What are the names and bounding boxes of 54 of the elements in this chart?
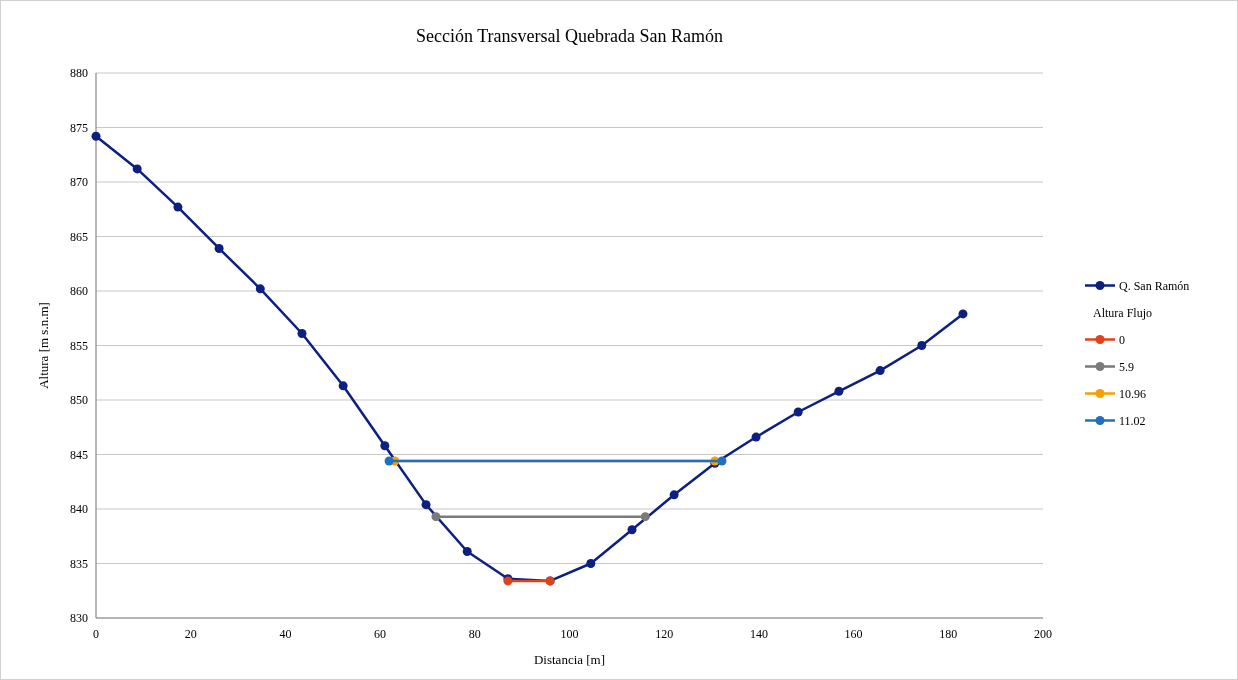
point	[627, 525, 637, 535]
y-tick-label: 845	[70, 447, 88, 462]
point	[384, 456, 394, 466]
point	[431, 512, 441, 522]
y-tick-label: 850	[70, 393, 88, 408]
x-tick-label: 200	[1034, 627, 1052, 641]
point	[338, 381, 348, 391]
point	[958, 309, 968, 319]
y-tick-label: 870	[70, 175, 88, 190]
point	[462, 547, 472, 557]
x-tick-label: 180	[939, 627, 958, 641]
point	[586, 559, 596, 568]
legend-label: Q. San Ramón	[1119, 278, 1190, 293]
y-tick-label: 875	[70, 120, 88, 135]
point	[132, 164, 142, 174]
x-tick-label: 20	[184, 627, 197, 641]
point	[640, 512, 650, 522]
y-tick-label: 840	[70, 502, 88, 517]
point	[669, 490, 679, 500]
point	[834, 386, 844, 396]
x-tick-label: 80	[468, 627, 481, 641]
legend-label: 0	[1119, 332, 1125, 347]
y-tick-label: 880	[70, 66, 88, 81]
x-tick-label: 60	[374, 627, 387, 641]
y-tick-label: 865	[70, 229, 88, 244]
legend-label: 5.9	[1119, 359, 1134, 374]
x-tick-label: 40	[279, 627, 292, 641]
point	[380, 441, 390, 451]
x-tick-label: 120	[655, 627, 674, 641]
legend-title: Altura Flujo	[1093, 305, 1152, 320]
x-tick-label: 140	[749, 627, 768, 641]
point	[793, 407, 803, 417]
point	[255, 284, 265, 294]
point	[421, 500, 431, 510]
chart-title: Sección Transversal Quebrada San Ramón	[416, 26, 723, 46]
point	[214, 243, 224, 253]
x-tick-label: 100	[560, 627, 579, 641]
point	[917, 341, 927, 350]
x-tick-label: 0	[93, 627, 99, 641]
legend-label: 10.96	[1119, 386, 1146, 401]
legend-label: 11.02	[1119, 413, 1146, 428]
point	[875, 366, 885, 376]
point	[173, 202, 183, 212]
point	[717, 456, 727, 466]
y-tick-label: 860	[70, 284, 88, 299]
point	[297, 329, 307, 339]
point	[751, 432, 761, 442]
y-tick-label: 835	[70, 556, 88, 571]
y-tick-label: 855	[70, 338, 88, 353]
y-axis-title: Altura [m s.n.m]	[36, 302, 51, 389]
x-axis-title: Distancia [m]	[533, 652, 606, 667]
point	[91, 131, 101, 141]
x-tick-label: 160	[844, 627, 863, 641]
y-tick-label: 830	[70, 611, 88, 626]
